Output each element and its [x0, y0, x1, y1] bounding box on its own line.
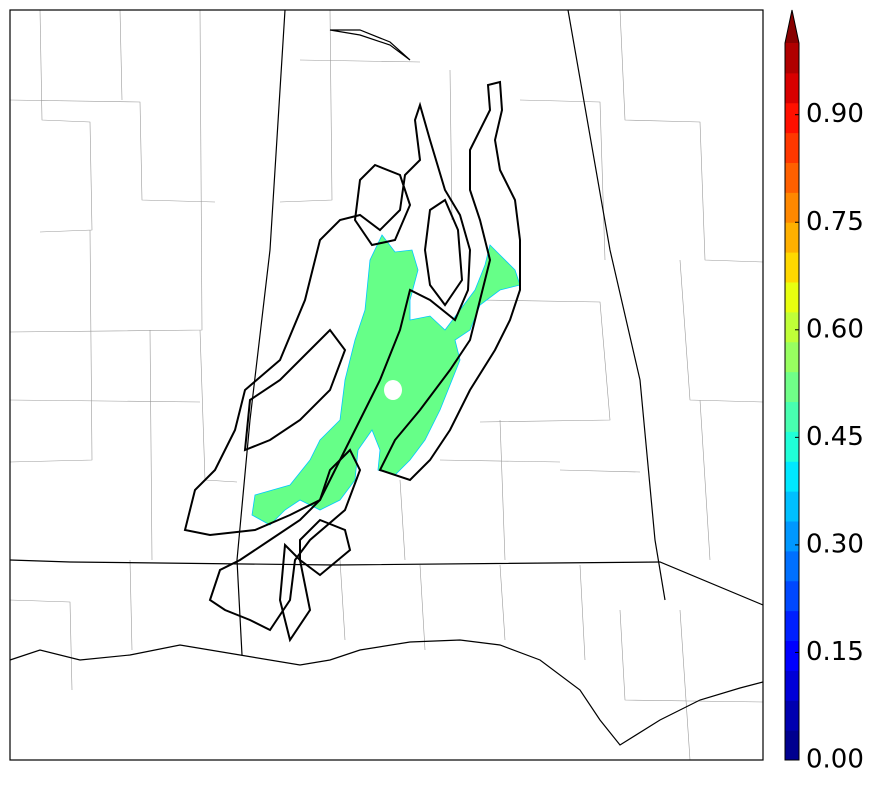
- colorbar-swatch: [785, 311, 799, 343]
- colorbar-swatch: [785, 162, 799, 193]
- colorbar-swatch: [785, 72, 799, 104]
- colorbar-tick-label: 0.75: [806, 207, 864, 237]
- colorbar-swatch: [785, 580, 799, 612]
- colorbar: 0.00 0.15 0.30 0.45 0.60 0.75 0.90: [784, 9, 864, 775]
- colorbar-swatch: [785, 102, 799, 134]
- contours: [183, 80, 521, 643]
- colorbar-swatch: [785, 43, 799, 74]
- map: [9, 9, 764, 761]
- colorbar-tick-label: 0.45: [806, 422, 864, 452]
- colorbar-swatch: [785, 282, 799, 313]
- colorbar-swatch: [785, 550, 799, 582]
- colorbar-swatch: [785, 371, 799, 402]
- state-borders: [9, 9, 764, 656]
- colorbar-tick-label: 0.90: [806, 99, 864, 129]
- colorbar-swatch: [785, 222, 799, 253]
- coastline: [9, 639, 764, 746]
- colorbar-swatch: [785, 461, 799, 492]
- colorbar-swatch: [785, 252, 799, 283]
- colorbar-tick-label: 0.00: [806, 745, 864, 775]
- colorbar-swatch: [785, 132, 799, 163]
- colorbar-tick-label: 0.60: [806, 314, 864, 344]
- colorbar-swatch: [785, 401, 799, 432]
- colorbar-tick-label: 0.30: [806, 529, 864, 559]
- colorbar-tick-label: 0.15: [806, 637, 864, 667]
- map-frame: [9, 9, 764, 761]
- colorbar-swatch: [785, 491, 799, 522]
- colorbar-swatch: [785, 521, 799, 552]
- colorbar-swatch: [785, 700, 799, 731]
- area-hole: [384, 380, 402, 400]
- colorbar-swatch: [785, 341, 799, 373]
- colorbar-swatch: [785, 192, 799, 223]
- colorbar-extend: [785, 10, 799, 43]
- colorbar-swatch: [785, 730, 799, 761]
- colorbar-swatch: [785, 670, 799, 701]
- colorbar-swatch: [785, 610, 799, 641]
- colorbar-swatch: [785, 431, 799, 462]
- colorbar-swatch: [785, 640, 799, 671]
